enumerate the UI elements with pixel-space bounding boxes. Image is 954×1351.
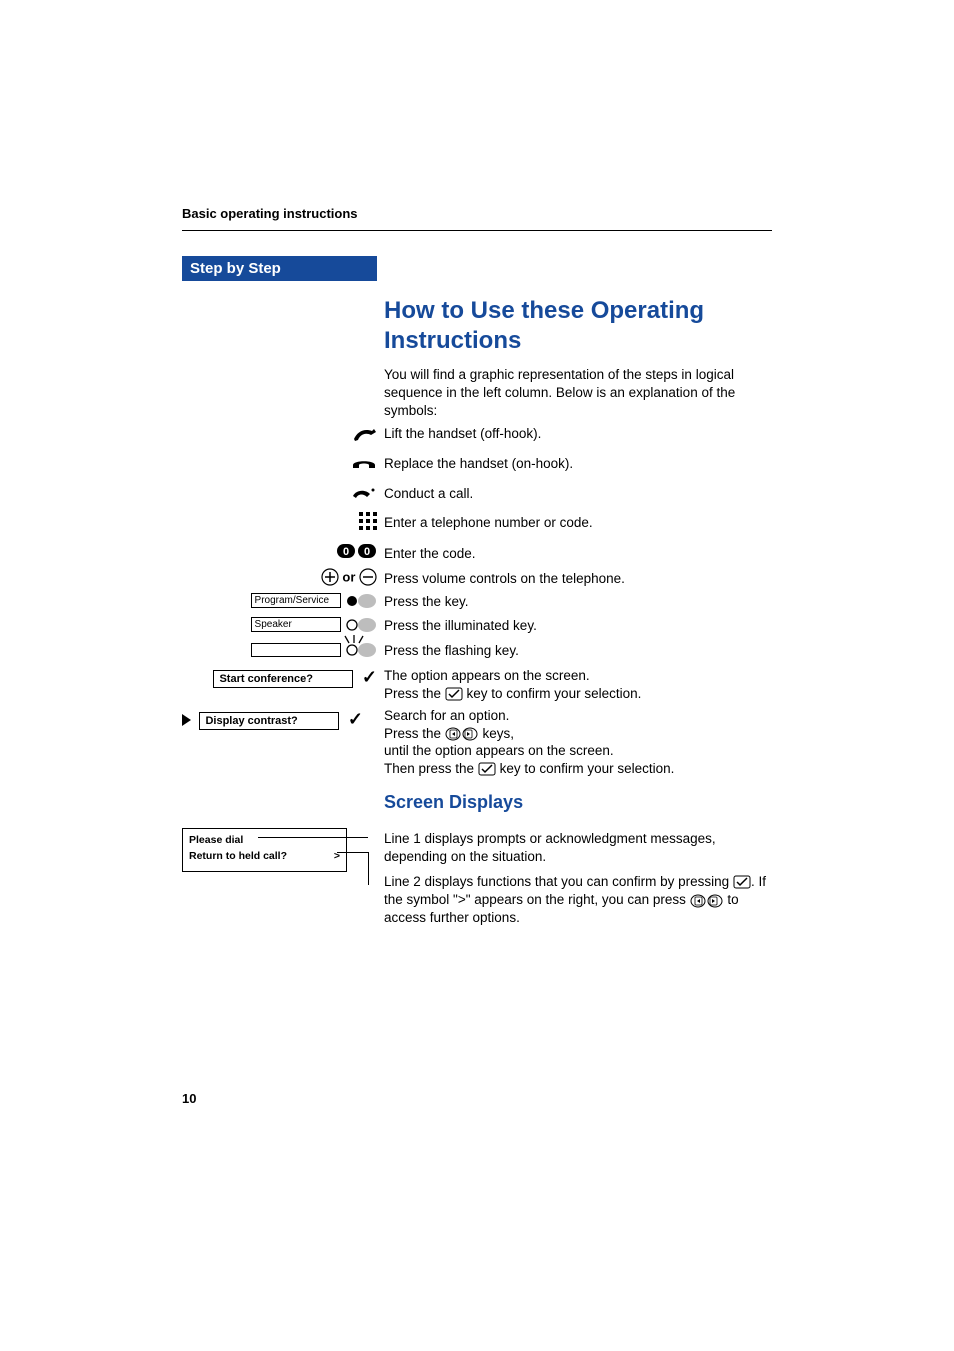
icon-code-keys: 0 0 (182, 543, 377, 561)
icon-replace-handset (182, 454, 377, 472)
screen-p1: Line 1 displays prompts or acknowledgmen… (384, 830, 779, 866)
step-by-step-banner: Step by Step (182, 256, 377, 281)
check-key-icon-2 (478, 762, 496, 776)
lcd-line1: Please dial (189, 833, 340, 849)
menu-display-contrast: Display contrast? ✓ (182, 709, 387, 730)
check-icon-2: ✓ (348, 709, 363, 729)
lift-text: Lift the handset (off-hook). (384, 425, 779, 443)
lcd-screen: Please dial Return to held call? > (182, 828, 347, 872)
check-key-icon (445, 687, 463, 701)
key-blank (251, 643, 341, 657)
svg-text:0: 0 (343, 546, 349, 558)
led-off-icon (345, 593, 377, 609)
arrow-keys-icon-2 (690, 894, 724, 908)
svg-text:0: 0 (364, 546, 370, 558)
callout-line-2h (337, 852, 368, 853)
screen-displays-heading-block: Screen Displays (384, 792, 779, 813)
enternum-text: Enter a telephone number or code. (384, 514, 779, 532)
volume-text: Press volume controls on the telephone. (384, 570, 779, 588)
conduct-text: Conduct a call. (384, 485, 779, 503)
page: Basic operating instructions Step by Ste… (0, 0, 954, 1351)
screen-p2: Line 2 displays functions that you can c… (384, 873, 779, 928)
arrow-keys-icon (445, 727, 479, 741)
icon-lift-handset (182, 424, 377, 442)
presskey-text: Press the key. (384, 593, 779, 611)
minus-icon (359, 568, 377, 586)
section-heading-block: How to Use these Operating Instructions (384, 296, 779, 356)
page-number: 10 (182, 1091, 196, 1106)
lcd-line2-row: Return to held call? > (189, 849, 340, 865)
entercode-text: Enter the code. (384, 545, 779, 563)
icon-conduct-call (182, 484, 377, 502)
led-flash-icon (345, 642, 377, 658)
replace-text: Replace the handset (on-hook). (384, 455, 779, 473)
screen-display-box: Please dial Return to held call? > (182, 828, 377, 872)
triangle-icon (182, 714, 191, 726)
running-head: Basic operating instructions (182, 206, 772, 231)
menu-label: Start conference? (213, 670, 353, 688)
key-blank-flashing (182, 641, 377, 659)
code-keys-icon: 0 0 (337, 543, 377, 561)
dispcontrast-block: Search for an option. Press the keys, un… (384, 707, 779, 777)
conduct-call-icon (351, 486, 377, 500)
intro-paragraph: You will find a graphic representation o… (384, 366, 779, 421)
or-text: or (342, 570, 355, 585)
main-heading: How to Use these Operating Instructions (384, 296, 779, 356)
lcd-line2: Return to held call? (189, 849, 287, 865)
callout-line-2v (368, 852, 369, 885)
check-icon: ✓ (362, 667, 377, 687)
pressflash-text: Press the flashing key. (384, 642, 779, 660)
screen-displays-heading: Screen Displays (384, 792, 779, 813)
key-label: Program/Service (251, 593, 341, 608)
icon-volume: or (182, 568, 377, 586)
menu-label-contrast: Display contrast? (199, 712, 339, 730)
pressillum-text: Press the illuminated key. (384, 617, 779, 635)
plus-icon (321, 568, 339, 586)
keypad-icon (359, 512, 377, 530)
startconf-block: The option appears on the screen. Press … (384, 667, 779, 702)
check-key-icon-3 (733, 875, 751, 889)
key-program-service: Program/Service (182, 592, 377, 610)
callout-line-1 (258, 837, 368, 838)
icon-keypad (182, 512, 377, 530)
on-hook-icon (351, 456, 377, 470)
off-hook-icon (351, 424, 377, 442)
menu-start-conference: Start conference? ✓ (182, 667, 377, 688)
